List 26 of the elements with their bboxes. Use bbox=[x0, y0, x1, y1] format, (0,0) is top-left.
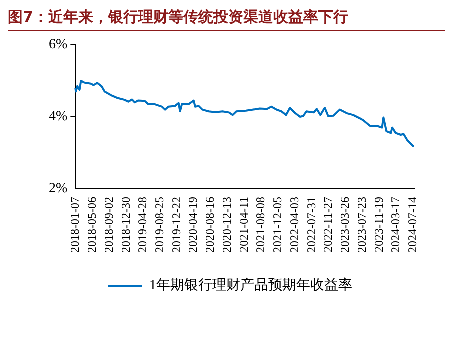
x-tick-label: 2020-12-13 bbox=[220, 197, 234, 253]
x-tick-label: 2019-12-22 bbox=[169, 197, 184, 253]
y-tick-label: 2% bbox=[48, 182, 68, 197]
x-tick-label: 2020-08-16 bbox=[203, 197, 218, 253]
x-tick-label: 2018-05-06 bbox=[85, 197, 100, 253]
x-tick-label: 2023-11-19 bbox=[372, 197, 386, 253]
x-tick-label: 2021-08-08 bbox=[254, 197, 268, 253]
x-tick-label: 2020-04-19 bbox=[186, 197, 200, 253]
x-tick-label: 2018-09-02 bbox=[102, 197, 116, 253]
x-tick-label: 2024-07-14 bbox=[406, 197, 420, 253]
x-tick-label: 2019-04-28 bbox=[136, 197, 150, 253]
x-tick-label: 2018-01-07 bbox=[68, 197, 82, 253]
legend-label: 1年期银行理财产品预期年收益率 bbox=[150, 278, 352, 294]
x-tick-label: 2018-12-30 bbox=[118, 197, 133, 253]
x-tick-label: 2022-11-27 bbox=[321, 197, 336, 253]
x-tick-label: 2021-04-11 bbox=[236, 197, 251, 253]
x-tick-label: 2022-07-31 bbox=[304, 197, 318, 253]
x-tick-label: 2021-12-05 bbox=[270, 197, 285, 253]
y-tick-label: 4% bbox=[48, 110, 68, 125]
y-tick-label: 6% bbox=[48, 38, 68, 53]
x-tick-label: 2023-07-23 bbox=[354, 197, 369, 253]
x-tick-label: 2019-08-25 bbox=[152, 197, 166, 253]
x-tick-label: 2024-03-17 bbox=[388, 197, 403, 253]
x-tick-label: 2023-03-26 bbox=[338, 197, 352, 253]
x-tick-label: 2022-04-03 bbox=[287, 197, 302, 253]
chart-title: 图7：近年来，银行理财等传统投资渠道收益率下行 bbox=[8, 8, 445, 31]
